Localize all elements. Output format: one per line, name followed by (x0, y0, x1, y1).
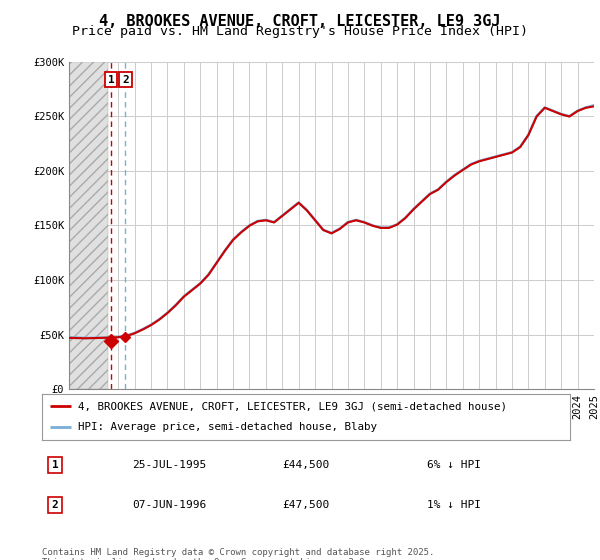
Text: 07-JUN-1996: 07-JUN-1996 (132, 500, 206, 510)
Text: £47,500: £47,500 (283, 500, 329, 510)
Text: 4, BROOKES AVENUE, CROFT, LEICESTER, LE9 3GJ: 4, BROOKES AVENUE, CROFT, LEICESTER, LE9… (99, 14, 501, 29)
Text: HPI: Average price, semi-detached house, Blaby: HPI: Average price, semi-detached house,… (78, 422, 377, 432)
Text: 25-JUL-1995: 25-JUL-1995 (132, 460, 206, 470)
Text: 6% ↓ HPI: 6% ↓ HPI (427, 460, 481, 470)
Text: 1% ↓ HPI: 1% ↓ HPI (427, 500, 481, 510)
Text: £44,500: £44,500 (283, 460, 329, 470)
Text: 2: 2 (52, 500, 59, 510)
Text: 2: 2 (122, 74, 129, 85)
Text: 4, BROOKES AVENUE, CROFT, LEICESTER, LE9 3GJ (semi-detached house): 4, BROOKES AVENUE, CROFT, LEICESTER, LE9… (78, 401, 507, 411)
Text: 1: 1 (52, 460, 59, 470)
Bar (69, 62, 109, 389)
Text: Contains HM Land Registry data © Crown copyright and database right 2025.
This d: Contains HM Land Registry data © Crown c… (42, 548, 434, 560)
Text: 1: 1 (108, 74, 115, 85)
Text: Price paid vs. HM Land Registry's House Price Index (HPI): Price paid vs. HM Land Registry's House … (72, 25, 528, 38)
